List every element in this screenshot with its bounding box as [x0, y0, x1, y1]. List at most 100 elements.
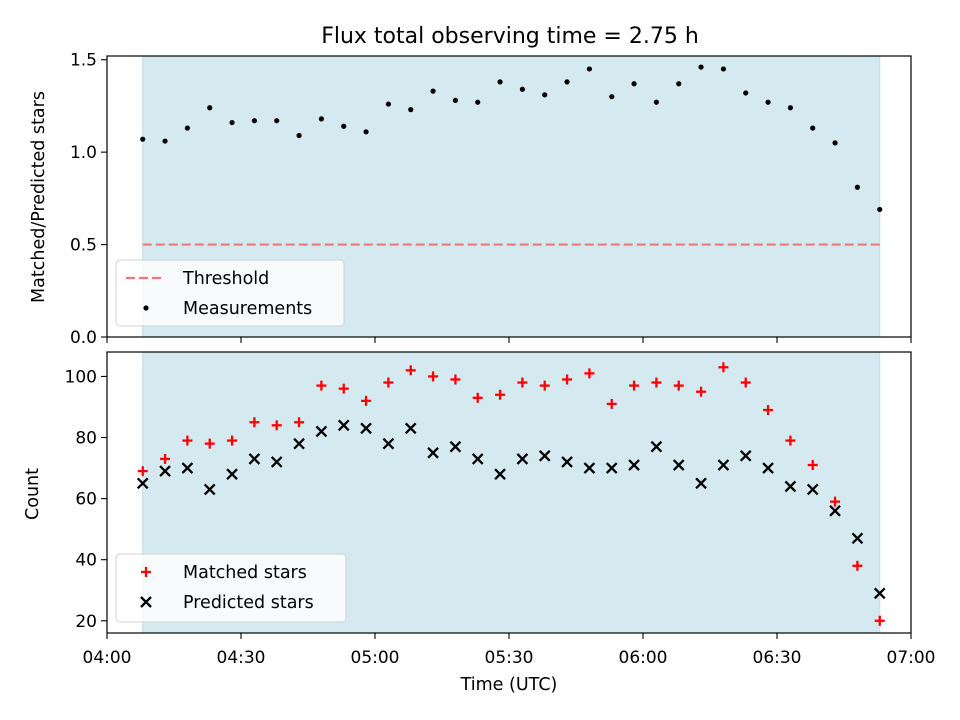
count-x-point — [226, 468, 238, 480]
x-tick-label: 04:30 — [217, 648, 266, 668]
ratio-dot-point — [832, 140, 838, 146]
count-x-point — [717, 459, 730, 471]
count-plus-point — [227, 435, 238, 446]
count-plus-point — [830, 496, 841, 507]
count-plus-point — [294, 417, 305, 428]
count-plus-point — [271, 420, 282, 431]
count-x-point — [538, 450, 551, 462]
ratio-dot-point — [765, 99, 771, 105]
x-stroke — [762, 462, 774, 474]
y-tick-label: 1.0 — [70, 143, 97, 163]
count-x-point — [136, 477, 149, 490]
count-x-point — [762, 462, 774, 474]
count-x-point — [583, 462, 596, 474]
x-tick-label: 04:00 — [83, 648, 132, 668]
y-tick-label: 60 — [75, 490, 97, 510]
ratio-dot-point — [497, 79, 503, 85]
x-stroke — [873, 587, 886, 600]
ratio-dot-point — [609, 94, 615, 100]
y-tick-label: 100 — [65, 367, 97, 387]
ratio-dot-point — [296, 132, 302, 139]
count-x-point — [293, 437, 305, 450]
count-plus-point — [807, 460, 818, 471]
count-plus-point — [562, 374, 573, 385]
ratio-dot-point — [430, 88, 436, 94]
x-stroke — [650, 440, 663, 453]
count-plus-point — [539, 380, 550, 391]
ratio-dot-point — [653, 99, 660, 105]
count-x-point — [739, 450, 752, 462]
x-stroke — [449, 440, 462, 453]
count-plus-point — [740, 377, 751, 388]
x-stroke — [226, 468, 238, 480]
x-stroke — [248, 453, 261, 465]
y-tick-label: 20 — [75, 612, 97, 632]
x-stroke — [404, 422, 417, 435]
legend-dot-swatch — [143, 305, 149, 311]
count-plus-point — [874, 615, 885, 626]
x-stroke — [583, 462, 596, 474]
x-stroke — [315, 425, 328, 438]
ratio-dot-point — [586, 66, 593, 72]
count-panel: 20 40 60 80 100 04:00 04:30 05:00 05:30 06:00 06:3… — [65, 351, 936, 668]
chart-title: Flux total observing time = 2.75 h — [321, 24, 699, 49]
legend-label: Threshold — [182, 269, 269, 289]
ratio-dot-point — [318, 116, 324, 122]
ratio-dot-point — [877, 206, 883, 213]
count-x-point — [605, 462, 618, 474]
count-plus-point — [472, 392, 483, 403]
ratio-y-axis-label: Matched/Predicted stars — [29, 91, 49, 303]
x-stroke — [427, 446, 439, 459]
ratio-dot-point — [207, 105, 213, 111]
legend-label: Measurements — [183, 299, 312, 319]
ratio-dot-point — [341, 123, 347, 129]
ratio-dot-point — [229, 119, 235, 126]
x-tick-label: 06:00 — [619, 648, 668, 668]
x-stroke — [851, 532, 864, 545]
count-x-point — [337, 419, 350, 432]
ratio-legend: Threshold Measurements — [115, 259, 345, 327]
x-stroke — [494, 468, 506, 480]
count-plus-point — [785, 435, 796, 446]
count-x-point — [382, 437, 395, 450]
count-x-point — [806, 483, 819, 496]
count-plus-point — [517, 377, 528, 388]
count-legend: Matched stars Predicted stars — [115, 553, 347, 623]
ratio-dot-point — [162, 138, 168, 144]
ratio-dot-point — [452, 97, 458, 103]
y-tick-label: 1.5 — [70, 51, 97, 71]
count-x-point — [427, 446, 439, 459]
count-x-point — [248, 453, 261, 465]
ratio-dot-point — [564, 79, 570, 85]
x-stroke — [784, 480, 797, 493]
ratio-dot-point — [631, 81, 637, 87]
count-x-point — [270, 456, 283, 468]
count-x-point — [650, 440, 663, 453]
ratio-dot-point — [810, 125, 816, 131]
ratio-dot-point — [274, 118, 280, 124]
count-x-point — [628, 459, 640, 471]
count-x-point — [494, 468, 506, 480]
legend-box — [115, 553, 347, 623]
count-plus-point — [629, 380, 640, 391]
count-plus-point — [249, 417, 260, 428]
ratio-dot-point — [184, 125, 190, 131]
x-stroke — [270, 456, 283, 468]
count-plus-point — [651, 377, 662, 388]
count-x-point — [695, 477, 707, 490]
ratio-dot-point — [475, 99, 481, 105]
count-x-point — [360, 422, 372, 435]
count-x-point — [784, 480, 797, 493]
x-stroke — [739, 450, 752, 462]
count-plus-point — [316, 380, 327, 391]
count-plus-point — [718, 362, 729, 373]
x-stroke — [337, 419, 350, 432]
y-tick-label: 0.0 — [70, 328, 97, 348]
x-stroke — [605, 462, 618, 474]
count-x-point — [159, 465, 171, 477]
count-plus-point — [405, 365, 416, 376]
ratio-dot-point — [251, 118, 257, 124]
ratio-dot-point — [743, 90, 749, 96]
count-plus-point — [852, 560, 863, 571]
